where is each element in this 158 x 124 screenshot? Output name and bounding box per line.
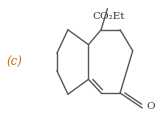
Text: (c): (c) <box>6 56 22 68</box>
Text: CO₂Et: CO₂Et <box>93 12 125 21</box>
Text: O: O <box>146 102 155 111</box>
